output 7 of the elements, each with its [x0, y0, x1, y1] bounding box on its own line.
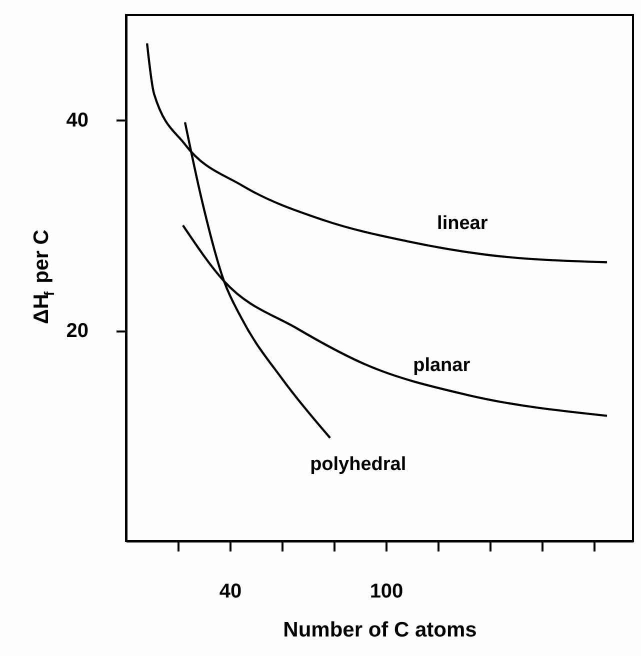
y-tick-label: 20 [66, 320, 88, 342]
x-tick-label: 100 [370, 580, 404, 602]
x-axis-title: Number of C atoms [283, 618, 477, 642]
y-axis-title: ΔHf per C [30, 230, 57, 324]
series-label: linear [437, 212, 488, 234]
series-label: polyhedral [310, 454, 406, 475]
series-label: planar [413, 354, 471, 376]
